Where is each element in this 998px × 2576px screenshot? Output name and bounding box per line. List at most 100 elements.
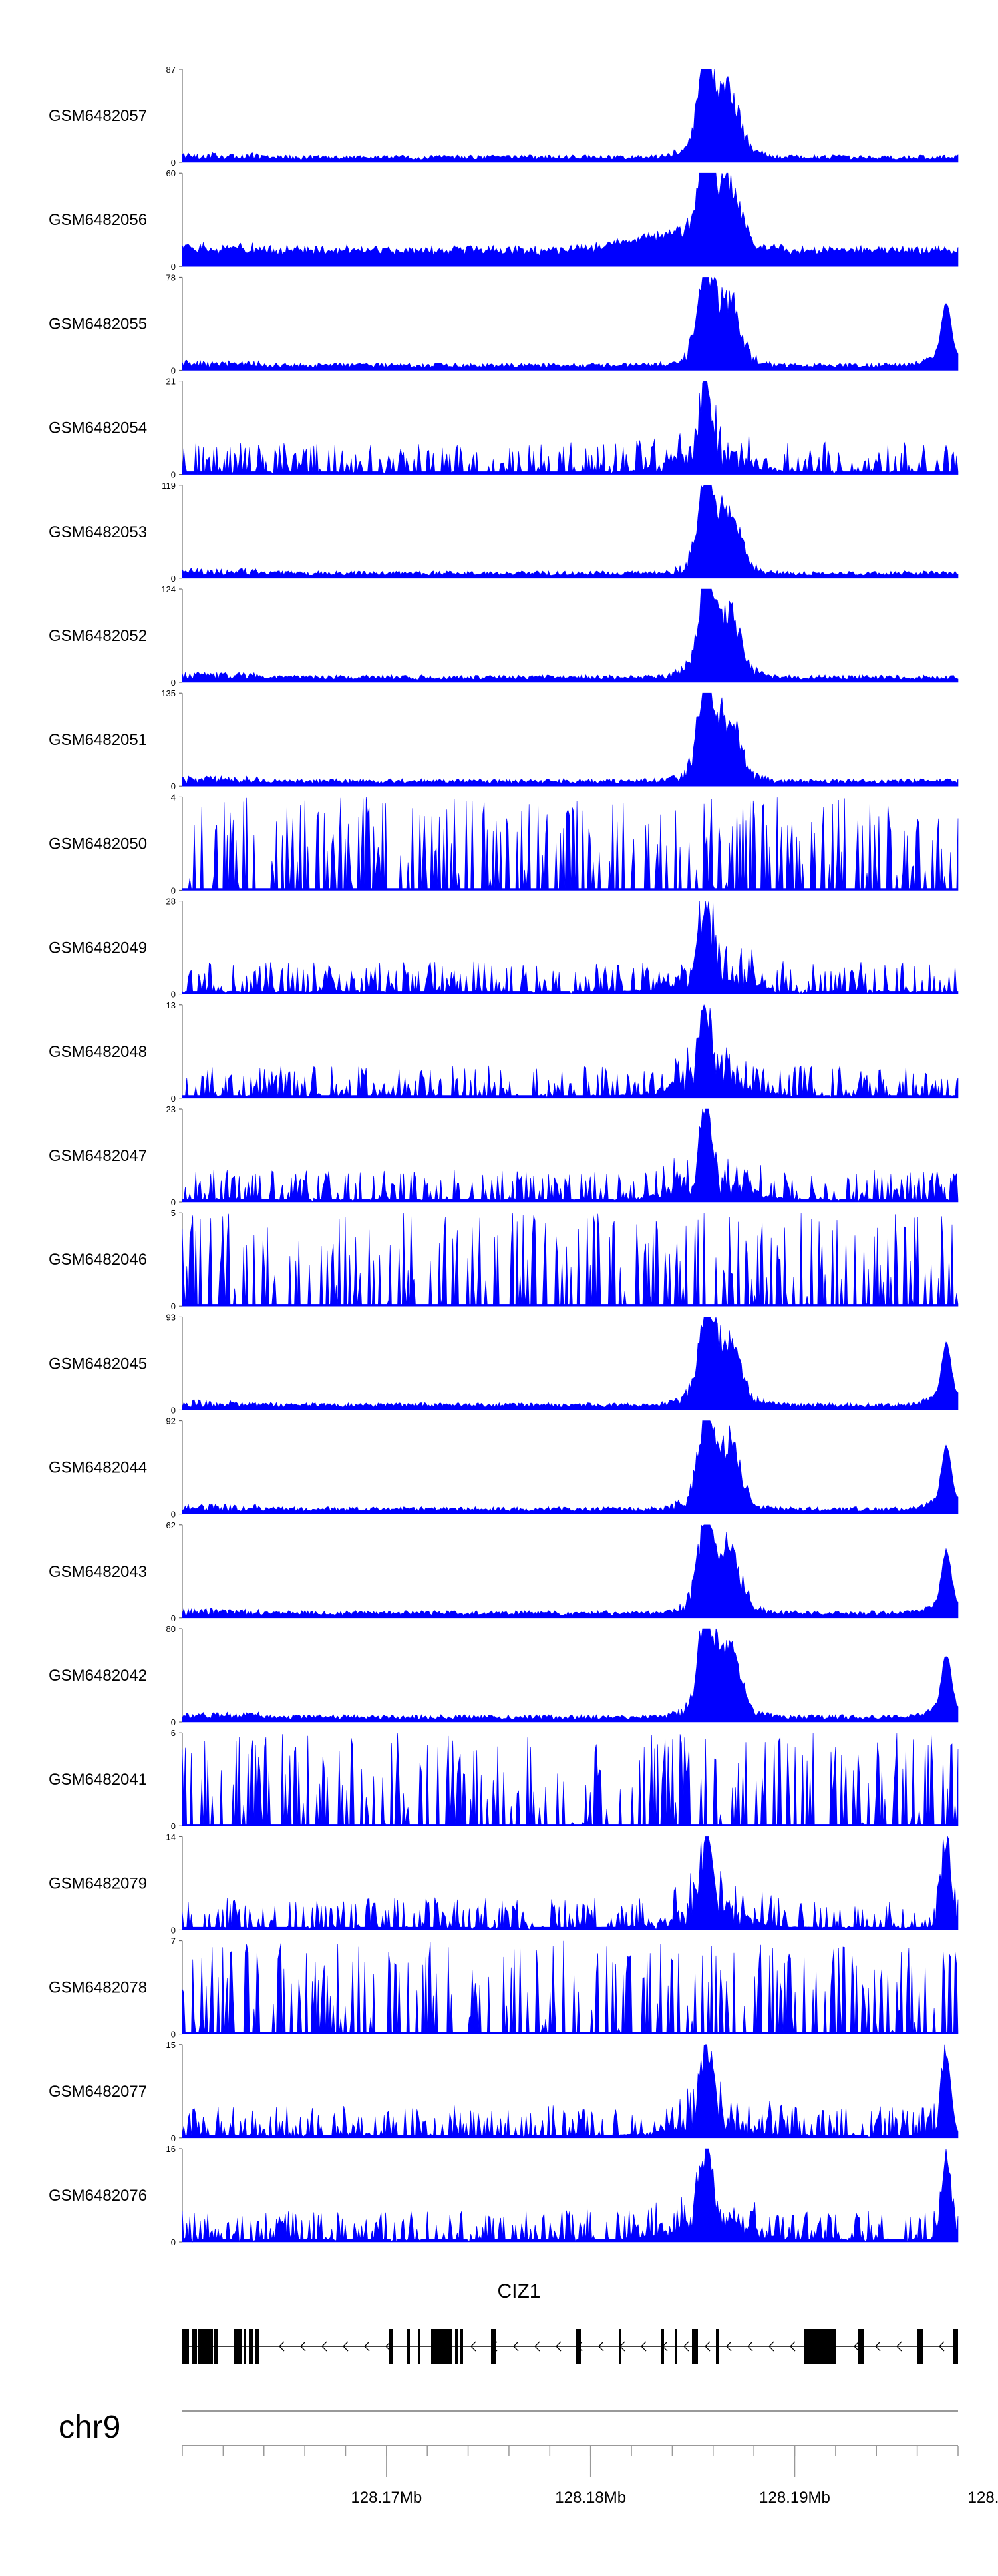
coverage-area bbox=[182, 1524, 959, 1619]
strand-arrow-icon bbox=[470, 2341, 476, 2352]
track-GSM6482046: GSM6482046 5 0 bbox=[49, 1208, 959, 1311]
y-min-label: 0 bbox=[171, 1510, 176, 1520]
track-GSM6482050: GSM6482050 4 0 bbox=[49, 792, 959, 895]
strand-arrow-icon bbox=[534, 2341, 540, 2352]
y-min-label: 0 bbox=[171, 158, 176, 168]
y-min-label: 0 bbox=[171, 2237, 176, 2247]
y-min-label: 0 bbox=[171, 2133, 176, 2143]
track-GSM6482056: GSM6482056 60 0 bbox=[49, 168, 959, 272]
exon-block bbox=[389, 2329, 393, 2364]
track-name-label: GSM6482042 bbox=[49, 1667, 147, 1685]
track-name-label: GSM6482053 bbox=[49, 523, 147, 541]
y-max-label: 80 bbox=[166, 1624, 176, 1634]
track-name-label: GSM6482052 bbox=[49, 627, 147, 645]
track-name-label: GSM6482076 bbox=[49, 2187, 147, 2205]
y-max-label: 124 bbox=[161, 584, 176, 594]
track-name-label: GSM6482077 bbox=[49, 2083, 147, 2101]
exon-block bbox=[858, 2329, 864, 2364]
coverage-tracks: GSM6482057870GSM6482056600GSM6482055780G… bbox=[49, 65, 959, 2247]
track-name-label: GSM6482045 bbox=[49, 1355, 147, 1373]
y-min-label: 0 bbox=[171, 262, 176, 272]
coverage-area bbox=[182, 1317, 959, 1410]
track-GSM6482052: GSM6482052 124 0 bbox=[49, 584, 959, 688]
y-min-label: 0 bbox=[171, 781, 176, 791]
y-max-label: 14 bbox=[166, 1832, 176, 1842]
track-GSM6482051: GSM6482051 135 0 bbox=[49, 688, 959, 791]
strand-arrow-icon bbox=[321, 2341, 327, 2352]
y-max-label: 6 bbox=[171, 1728, 176, 1738]
exon-block bbox=[953, 2329, 958, 2364]
y-min-label: 0 bbox=[171, 1094, 176, 1104]
y-min-label: 0 bbox=[171, 470, 176, 480]
y-max-label: 78 bbox=[166, 272, 176, 282]
strand-arrow-icon bbox=[939, 2341, 945, 2352]
strand-arrow-icon bbox=[726, 2341, 732, 2352]
coverage-area bbox=[182, 588, 959, 683]
strand-arrow-icon bbox=[343, 2341, 349, 2352]
coverage-area bbox=[182, 2044, 959, 2139]
x-tick-label: 128.19Mb bbox=[759, 2489, 830, 2507]
exon-block bbox=[576, 2329, 581, 2364]
exon-block bbox=[491, 2329, 496, 2364]
exon-block bbox=[619, 2329, 621, 2364]
coverage-area bbox=[182, 172, 959, 267]
track-GSM6482055: GSM6482055 78 0 bbox=[49, 272, 959, 375]
y-min-label: 0 bbox=[171, 1821, 176, 1831]
strand-arrow-icon bbox=[641, 2341, 647, 2352]
strand-arrow-icon bbox=[896, 2341, 902, 2352]
x-tick-label: 128.18Mb bbox=[555, 2489, 626, 2507]
strand-arrow-icon bbox=[875, 2341, 881, 2352]
y-max-label: 93 bbox=[166, 1312, 176, 1322]
track-GSM6482077: GSM6482077 15 0 bbox=[49, 2040, 959, 2143]
exon-block bbox=[716, 2329, 719, 2364]
exon-block bbox=[455, 2329, 458, 2364]
strand-arrow-icon bbox=[556, 2341, 562, 2352]
exon-block bbox=[249, 2329, 253, 2364]
exon-block bbox=[917, 2329, 923, 2364]
y-max-label: 87 bbox=[166, 65, 176, 75]
track-name-label: GSM6482047 bbox=[49, 1147, 147, 1165]
track-GSM6482076: GSM6482076 16 0 bbox=[49, 2144, 959, 2247]
exon-block bbox=[407, 2329, 410, 2364]
y-min-label: 0 bbox=[171, 574, 176, 584]
strand-arrow-icon bbox=[747, 2341, 753, 2352]
exon-block bbox=[244, 2329, 246, 2364]
genomic-axis: chr9 128.17Mb 128.18Mb 128.19Mb 128.2Mb bbox=[59, 2410, 998, 2507]
coverage-area bbox=[182, 1940, 959, 2034]
track-GSM6482045: GSM6482045 93 0 bbox=[49, 1312, 959, 1415]
track-name-label: GSM6482049 bbox=[49, 939, 147, 957]
exon-block bbox=[192, 2329, 197, 2364]
exon-block bbox=[804, 2329, 836, 2364]
strand-arrow-icon bbox=[854, 2341, 860, 2352]
strand-arrow-icon bbox=[364, 2341, 370, 2352]
coverage-area bbox=[182, 1108, 959, 1203]
track-GSM6482044: GSM6482044 92 0 bbox=[49, 1416, 959, 1520]
coverage-area bbox=[182, 901, 959, 995]
track-name-label: GSM6482050 bbox=[49, 835, 147, 853]
track-name-label: GSM6482044 bbox=[49, 1459, 147, 1477]
coverage-area bbox=[182, 692, 959, 787]
coverage-area bbox=[182, 1836, 959, 1931]
track-GSM6482048: GSM6482048 13 0 bbox=[49, 1000, 959, 1104]
y-min-label: 0 bbox=[171, 2030, 176, 2039]
strand-arrow-icon bbox=[683, 2341, 689, 2352]
strand-arrow-icon bbox=[300, 2341, 306, 2352]
strand-arrow-icon bbox=[705, 2341, 711, 2352]
y-max-label: 23 bbox=[166, 1104, 176, 1114]
exon-block bbox=[661, 2329, 664, 2364]
strand-arrow-icon bbox=[385, 2341, 391, 2352]
y-min-label: 0 bbox=[171, 1197, 176, 1207]
exon-block bbox=[234, 2329, 242, 2364]
y-max-label: 7 bbox=[171, 1936, 176, 1946]
track-GSM6482041: GSM6482041 6 0 bbox=[49, 1728, 959, 1831]
strand-arrow-icon bbox=[768, 2341, 774, 2352]
track-GSM6482057: GSM6482057 87 0 bbox=[49, 65, 959, 168]
track-name-label: GSM6482041 bbox=[49, 1771, 147, 1789]
gene-model: CIZ1 bbox=[182, 2280, 958, 2364]
y-max-label: 13 bbox=[166, 1000, 176, 1010]
exon-block bbox=[418, 2329, 420, 2364]
y-min-label: 0 bbox=[171, 678, 176, 688]
track-GSM6482042: GSM6482042 80 0 bbox=[49, 1624, 959, 1727]
track-name-label: GSM6482078 bbox=[49, 1979, 147, 1997]
